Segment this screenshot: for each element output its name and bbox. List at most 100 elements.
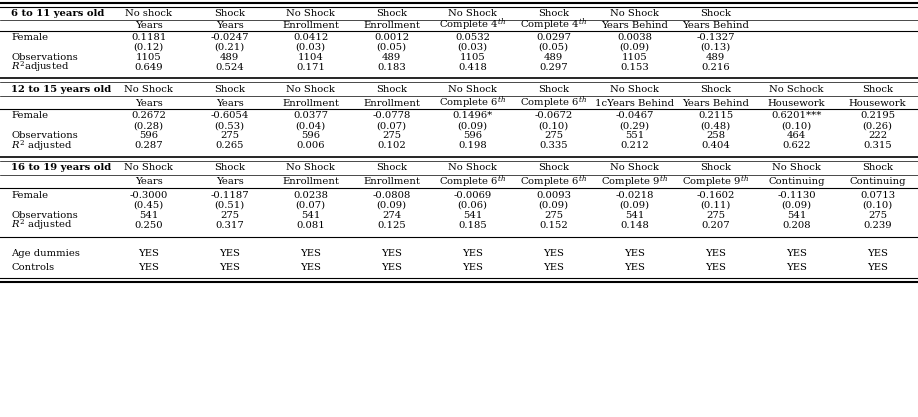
Text: 489: 489 (544, 53, 564, 61)
Text: Observations: Observations (11, 131, 78, 141)
Text: (0.05): (0.05) (376, 43, 407, 52)
Text: YES: YES (381, 262, 402, 271)
Text: 489: 489 (382, 53, 401, 61)
Text: 596: 596 (301, 131, 320, 141)
Text: 275: 275 (706, 211, 725, 219)
Text: Years: Years (135, 20, 162, 30)
Text: 1105: 1105 (136, 53, 162, 61)
Text: (0.53): (0.53) (215, 121, 245, 131)
Text: (0.09): (0.09) (620, 43, 650, 52)
Text: 0.297: 0.297 (540, 63, 568, 71)
Text: Enrollment: Enrollment (283, 178, 339, 186)
Text: Complete 6$^{th}$: Complete 6$^{th}$ (521, 174, 588, 190)
Text: Shock: Shock (376, 85, 408, 93)
Text: No Shock: No Shock (286, 8, 335, 18)
Text: No Shock: No Shock (286, 85, 335, 93)
Text: Years: Years (135, 98, 162, 108)
Text: $R^2$ adjusted: $R^2$ adjusted (11, 218, 73, 232)
Text: 0.006: 0.006 (297, 141, 325, 151)
Text: YES: YES (139, 249, 159, 259)
Text: 0.102: 0.102 (377, 141, 406, 151)
Text: 0.207: 0.207 (701, 221, 730, 229)
Text: 0.0093: 0.0093 (536, 191, 571, 199)
Text: Years Behind: Years Behind (601, 20, 668, 30)
Text: 541: 541 (140, 211, 159, 219)
Text: Shock: Shock (376, 8, 408, 18)
Text: 541: 541 (625, 211, 644, 219)
Text: Shock: Shock (700, 85, 731, 93)
Text: No Schock: No Schock (769, 85, 823, 93)
Text: YES: YES (868, 249, 888, 259)
Text: Continuing: Continuing (768, 178, 824, 186)
Text: 258: 258 (706, 131, 725, 141)
Text: (0.03): (0.03) (457, 43, 487, 52)
Text: 0.0412: 0.0412 (293, 33, 329, 42)
Text: 0.418: 0.418 (458, 63, 487, 71)
Text: YES: YES (219, 262, 241, 271)
Text: No Shock: No Shock (448, 163, 498, 173)
Text: 16 to 19 years old: 16 to 19 years old (11, 163, 111, 173)
Text: Female: Female (11, 191, 48, 199)
Text: 0.0713: 0.0713 (860, 191, 895, 199)
Text: 222: 222 (868, 131, 887, 141)
Text: 596: 596 (140, 131, 158, 141)
Text: Enrollment: Enrollment (283, 98, 339, 108)
Text: (0.07): (0.07) (296, 201, 326, 209)
Text: 0.152: 0.152 (539, 221, 568, 229)
Text: -0.1130: -0.1130 (778, 191, 816, 199)
Text: 541: 541 (787, 211, 806, 219)
Text: Shock: Shock (538, 85, 569, 93)
Text: Shock: Shock (538, 8, 569, 18)
Text: Years: Years (216, 98, 243, 108)
Text: No Shock: No Shock (448, 8, 498, 18)
Text: 275: 275 (544, 211, 564, 219)
Text: Years: Years (216, 178, 243, 186)
Text: -0.1327: -0.1327 (697, 33, 734, 42)
Text: 0.212: 0.212 (621, 141, 649, 151)
Text: No Shock: No Shock (286, 163, 335, 173)
Text: 275: 275 (220, 131, 240, 141)
Text: 6 to 11 years old: 6 to 11 years old (11, 8, 105, 18)
Text: Complete 9$^{th}$: Complete 9$^{th}$ (682, 174, 749, 190)
Text: 0.171: 0.171 (297, 63, 325, 71)
Text: No Shock: No Shock (610, 8, 659, 18)
Text: 0.2115: 0.2115 (698, 111, 733, 121)
Text: Continuing: Continuing (849, 178, 906, 186)
Text: No Shock: No Shock (124, 85, 174, 93)
Text: (0.11): (0.11) (700, 201, 731, 209)
Text: 0.0038: 0.0038 (617, 33, 652, 42)
Text: -0.1187: -0.1187 (210, 191, 249, 199)
Text: Female: Female (11, 33, 48, 42)
Text: (0.48): (0.48) (700, 121, 731, 131)
Text: Complete 4$^{th}$: Complete 4$^{th}$ (521, 17, 588, 33)
Text: (0.51): (0.51) (215, 201, 245, 209)
Text: Complete 4$^{th}$: Complete 4$^{th}$ (439, 17, 506, 33)
Text: 489: 489 (220, 53, 240, 61)
Text: (0.26): (0.26) (863, 121, 892, 131)
Text: 0.153: 0.153 (621, 63, 649, 71)
Text: (0.09): (0.09) (620, 201, 650, 209)
Text: (0.21): (0.21) (215, 43, 245, 52)
Text: Enrollment: Enrollment (283, 20, 339, 30)
Text: 0.250: 0.250 (135, 221, 163, 229)
Text: Complete 6$^{th}$: Complete 6$^{th}$ (439, 95, 506, 111)
Text: 1104: 1104 (297, 53, 324, 61)
Text: 0.6201***: 0.6201*** (771, 111, 822, 121)
Text: 0.317: 0.317 (216, 221, 244, 229)
Text: 551: 551 (625, 131, 644, 141)
Text: 275: 275 (382, 131, 401, 141)
Text: No Shock: No Shock (610, 85, 659, 93)
Text: Shock: Shock (538, 163, 569, 173)
Text: Complete 6$^{th}$: Complete 6$^{th}$ (521, 95, 588, 111)
Text: Enrollment: Enrollment (364, 178, 420, 186)
Text: -0.6054: -0.6054 (210, 111, 249, 121)
Text: (0.06): (0.06) (458, 201, 487, 209)
Text: 464: 464 (787, 131, 806, 141)
Text: No Shock: No Shock (448, 85, 498, 93)
Text: YES: YES (381, 249, 402, 259)
Text: -0.0808: -0.0808 (373, 191, 411, 199)
Text: 12 to 15 years old: 12 to 15 years old (11, 85, 111, 93)
Text: 0.404: 0.404 (701, 141, 730, 151)
Text: 0.0297: 0.0297 (536, 33, 571, 42)
Text: 0.265: 0.265 (216, 141, 244, 151)
